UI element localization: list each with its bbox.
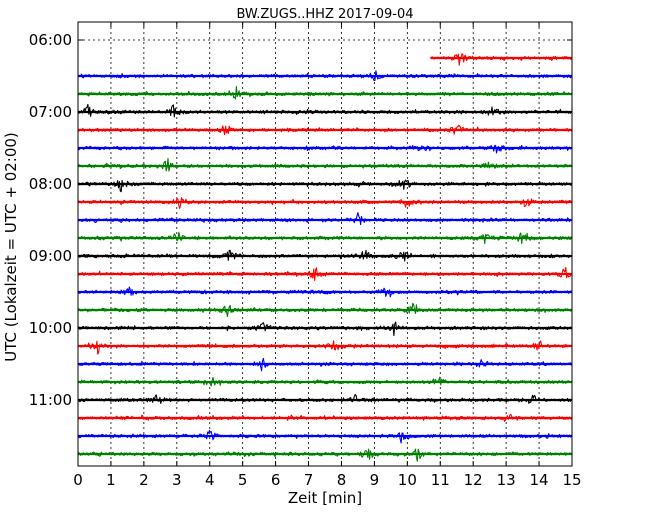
y-tick-label: 11:00 <box>29 391 72 409</box>
traces <box>77 53 573 462</box>
x-tick-label: 0 <box>73 471 83 489</box>
x-tick-label: 4 <box>205 471 215 489</box>
x-tick-label: 2 <box>139 471 149 489</box>
x-tick-label: 9 <box>370 471 380 489</box>
x-tick-label: 3 <box>172 471 182 489</box>
plot-frame <box>77 21 573 467</box>
x-tick-label: 12 <box>464 471 483 489</box>
ticks: 0 1 2 3 4 5 6 7 8 9 10 11 12 13 14 1506:0007:0008:0009:… <box>29 22 582 489</box>
x-tick-label: 6 <box>271 471 281 489</box>
x-axis-label: Zeit [min] <box>288 489 362 507</box>
x-tick-label: 11 <box>431 471 450 489</box>
y-axis-label: UTC (Lokalzeit = UTC + 02:00) <box>2 132 20 362</box>
x-tick-label: 15 <box>562 471 581 489</box>
x-tick-label: 14 <box>530 471 549 489</box>
y-tick-label: 06:00 <box>29 31 72 49</box>
x-tick-label: 13 <box>497 471 516 489</box>
x-tick-label: 5 <box>238 471 248 489</box>
x-tick-label: 1 <box>106 471 116 489</box>
y-tick-label: 08:00 <box>29 175 72 193</box>
x-tick-label: 7 <box>304 471 314 489</box>
y-tick-label: 07:00 <box>29 103 72 121</box>
plot-background <box>78 22 572 466</box>
chart-title: BW.ZUGS..HHZ 2017-09-04 <box>236 7 413 22</box>
y-tick-label: 09:00 <box>29 247 72 265</box>
x-tick-label: 8 <box>337 471 347 489</box>
y-tick-label: 10:00 <box>29 319 72 337</box>
x-tick-label: 10 <box>398 471 417 489</box>
